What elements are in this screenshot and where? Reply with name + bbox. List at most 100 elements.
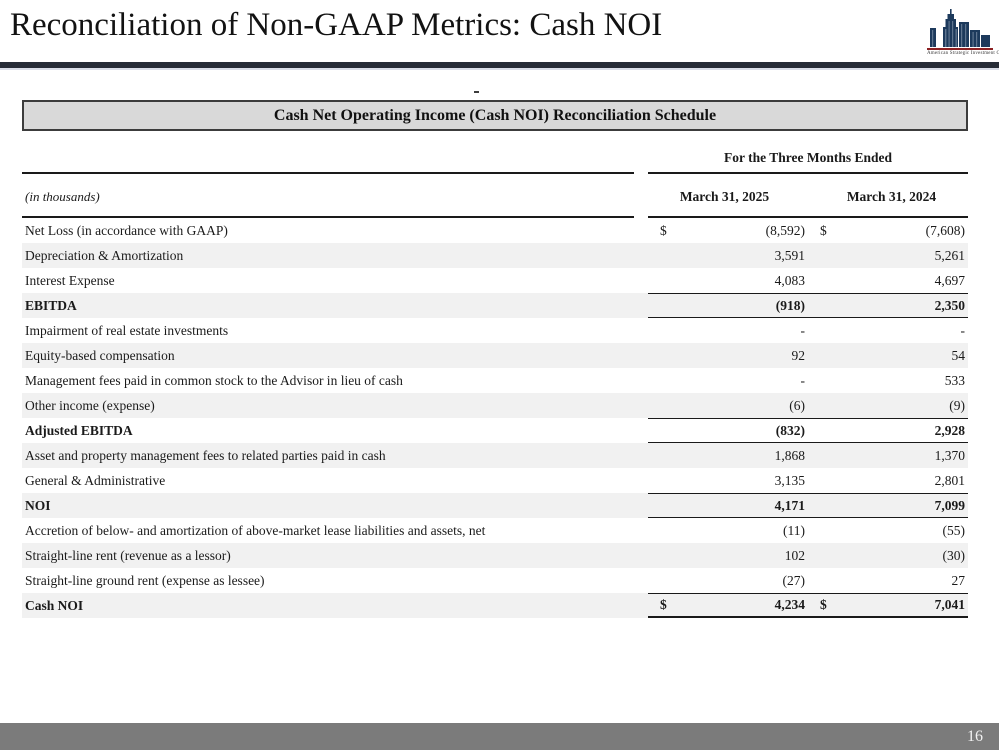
row-label: General & Administrative [25, 472, 166, 488]
cell-value: 102 [784, 547, 805, 563]
cell-value: (7,608) [925, 222, 965, 238]
cell-value: (832) [775, 422, 805, 438]
value-cell: (9) [808, 393, 968, 418]
page-number: 16 [967, 727, 983, 745]
table-row: Straight-line ground rent (expense as le… [22, 568, 968, 593]
table-rows: Net Loss (in accordance with GAAP) $ (8,59… [22, 218, 968, 618]
row-label: Asset and property management fees to re… [25, 447, 386, 463]
cell-value: 5,261 [934, 247, 965, 263]
cell-value: 3,135 [774, 472, 805, 488]
cell-value: (27) [782, 572, 806, 588]
cell-value: 1,370 [934, 447, 965, 463]
row-values: $ (8,592) $ (7,608) [648, 218, 968, 243]
column-header-row: (in thousands) March 31, 2025 March 31, … [22, 182, 968, 212]
cell-value: (918) [775, 297, 805, 313]
value-cell: 2,928 [808, 419, 968, 442]
cell-value: 1,868 [774, 447, 805, 463]
row-label: Equity-based compensation [25, 347, 175, 363]
cell-value: (30) [942, 547, 966, 563]
cell-value: 2,350 [934, 297, 965, 313]
table-row: Interest Expense 4,083 4,697 [22, 268, 968, 293]
row-label: NOI [25, 497, 51, 513]
company-logo: American Strategic Investment Co. [927, 7, 999, 56]
row-label: Adjusted EBITDA [25, 422, 133, 438]
row-values: - 533 [648, 368, 968, 393]
row-values: 92 54 [648, 343, 968, 368]
cell-value: (55) [942, 522, 966, 538]
cell-value: 4,171 [774, 497, 805, 513]
value-cell: (6) [648, 393, 808, 418]
table-row: Impairment of real estate investments - - [22, 318, 968, 343]
dollar-sign: $ [820, 597, 827, 612]
value-cell: 3,135 [648, 468, 808, 493]
table-row: Cash NOI $4,234 $7,041 [22, 593, 968, 618]
cell-value: - [960, 322, 966, 338]
table-row: Other income (expense) (6) (9) [22, 393, 968, 418]
value-cell: 4,083 [648, 268, 808, 293]
row-values: 1,868 1,370 [648, 443, 968, 468]
row-values: (832) 2,928 [648, 418, 968, 443]
row-label: Other income (expense) [25, 397, 155, 413]
value-cell: $ (8,592) [648, 218, 808, 243]
value-cell: (27) [648, 568, 808, 593]
row-label: Straight-line rent (revenue as a lessor) [25, 547, 231, 563]
row-values: 4,171 7,099 [648, 493, 968, 518]
row-label: Cash NOI [25, 597, 84, 613]
column-header-2025: March 31, 2025 [679, 189, 770, 204]
value-cell: (30) [808, 543, 968, 568]
table-row: NOI 4,171 7,099 [22, 493, 968, 518]
row-label: Accretion of below- and amortization of … [25, 522, 486, 538]
value-cell: 4,171 [648, 494, 808, 517]
value-cell: (11) [648, 518, 808, 543]
row-values: (27) 27 [648, 568, 968, 593]
table-row: General & Administrative 3,135 2,801 [22, 468, 968, 493]
value-cell: 5,261 [808, 243, 968, 268]
header-divider [0, 62, 999, 68]
dollar-sign: $ [820, 222, 827, 238]
cell-value: (6) [789, 397, 805, 413]
column-headers: March 31, 2025 March 31, 2024 [634, 189, 968, 205]
value-cell: - [648, 368, 808, 393]
cell-value: 7,041 [934, 597, 965, 612]
cell-value: 3,591 [774, 247, 805, 263]
cell-value: 27 [951, 572, 966, 588]
dollar-sign: $ [660, 597, 667, 612]
row-values: $4,234 $7,041 [648, 593, 968, 618]
cell-value: 54 [951, 347, 966, 363]
value-cell: 54 [808, 343, 968, 368]
row-label: Impairment of real estate investments [25, 322, 229, 338]
value-cell: 3,591 [648, 243, 808, 268]
value-cell: - [808, 318, 968, 343]
value-cell: $7,041 [808, 594, 968, 616]
row-values: 4,083 4,697 [648, 268, 968, 293]
footer-bar: 16 [0, 723, 999, 750]
value-cell: 2,801 [808, 468, 968, 493]
table-row: Net Loss (in accordance with GAAP) $ (8,59… [22, 218, 968, 243]
value-cell: 102 [648, 543, 808, 568]
rule-label-top [22, 172, 634, 174]
schedule-title: Cash Net Operating Income (Cash NOI) Rec… [22, 100, 968, 131]
page-title: Reconciliation of Non-GAAP Metrics: Cash… [10, 7, 663, 43]
rule-values-bottom [648, 216, 968, 218]
cell-value: 4,083 [774, 272, 805, 288]
cell-value: - [800, 372, 806, 388]
value-cell: 1,868 [648, 443, 808, 468]
table-row: Accretion of below- and amortization of … [22, 518, 968, 543]
row-label: Straight-line ground rent (expense as le… [25, 572, 265, 588]
value-cell: $ (7,608) [808, 218, 968, 243]
row-values: 3,135 2,801 [648, 468, 968, 493]
cell-value: 92 [791, 347, 806, 363]
cell-value: - [800, 322, 806, 338]
row-label: EBITDA [25, 297, 77, 313]
header-divider-accent [0, 68, 999, 70]
cell-value: 533 [944, 372, 965, 388]
value-cell: 4,697 [808, 268, 968, 293]
skyline-icon [927, 7, 993, 47]
value-cell: - [648, 318, 808, 343]
row-values: -- [648, 318, 968, 343]
value-cell: (55) [808, 518, 968, 543]
reconciliation-table: Cash Net Operating Income (Cash NOI) Rec… [22, 91, 968, 618]
cell-value: 4,697 [934, 272, 965, 288]
value-cell: (918) [648, 294, 808, 317]
